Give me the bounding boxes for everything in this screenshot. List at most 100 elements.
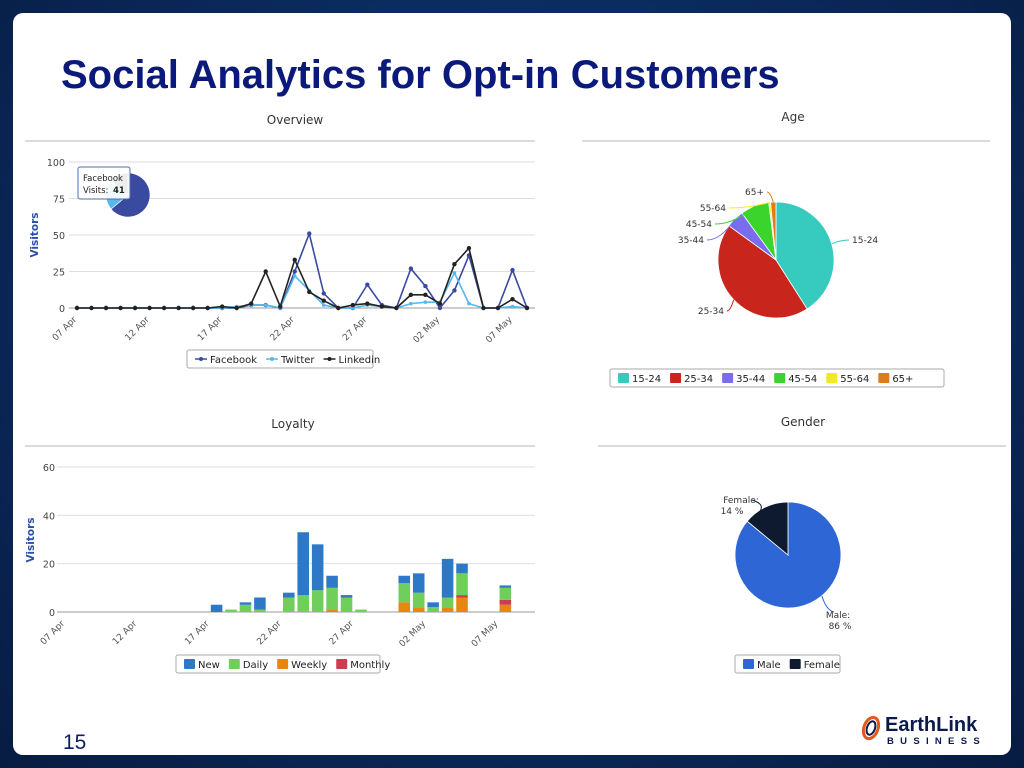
gender-female-connector (751, 499, 762, 512)
overview-point-facebook (365, 282, 370, 287)
overview-point-twitter (292, 274, 297, 278)
loyalty-bar-daily (239, 604, 252, 612)
age-legend-label: 25-34 (684, 374, 713, 385)
loyalty-bar-daily (398, 583, 411, 603)
overview-point-linkedin (408, 292, 414, 298)
overview-x-tick-label: 22 Apr (269, 315, 297, 343)
loyalty-bar-new (398, 575, 411, 583)
overview-point-facebook (408, 266, 414, 271)
overview-point-facebook (307, 231, 312, 236)
gender-legend-box (734, 654, 841, 674)
gender-female-pct: 14 % (721, 507, 744, 517)
overview-legend-marker (327, 357, 332, 361)
overview-point-facebook (452, 288, 457, 293)
overview-point-linkedin (74, 305, 80, 311)
slide-title: Social Analytics for Opt-in Customers (61, 53, 780, 97)
charts-canvas: Overview 0 25 50 75 100 Visitors 07 Apr 12 Apr 17… (25, 110, 1006, 674)
loyalty-x-tick-label: 17 Apr (183, 619, 211, 647)
age-legend-swatch (774, 373, 786, 383)
overview-tooltip-label: Visits: (83, 186, 108, 196)
loyalty-y-tick-label: 40 (43, 511, 55, 522)
slide: Overview 0 25 50 75 100 Visitors 07 Apr 12 Apr 17… (13, 13, 1011, 755)
loyalty-legend-label: Weekly (291, 660, 327, 671)
loyalty-x-tick-label: 22 Apr (255, 619, 283, 647)
loyalty-bar-monthly (456, 595, 468, 598)
gender-male-connector (821, 595, 835, 613)
overview-point-twitter (263, 303, 268, 307)
loyalty-bar-daily (427, 607, 439, 612)
overview-y-tick-label: 100 (47, 158, 65, 169)
loyalty-bar-weekly (412, 607, 425, 612)
overview-point-linkedin (379, 304, 385, 309)
loyalty-bar-daily (441, 597, 454, 608)
loyalty-bar-weekly (499, 604, 512, 612)
overview-series-line-facebook (77, 230, 528, 310)
age-slice-connector (706, 218, 736, 241)
loyalty-legend-label: Monthly (350, 660, 390, 671)
loyalty-bar-daily (326, 587, 338, 610)
loyalty-bar-daily (254, 609, 266, 612)
overview-point-twitter (423, 300, 428, 304)
overview-point-linkedin (161, 305, 167, 311)
overview-title: Overview (267, 113, 324, 127)
gender-pie-slice (746, 501, 789, 556)
overview-point-linkedin (466, 245, 472, 251)
slide-number: 15 (63, 731, 87, 754)
overview-point-twitter (321, 303, 326, 307)
overview-legend-marker (270, 357, 274, 361)
loyalty-legend-label: New (198, 660, 220, 671)
overview-point-linkedin (234, 305, 239, 311)
overview-legend-label: Facebook (210, 355, 257, 366)
overview-point-twitter (351, 306, 355, 310)
overview-x-tick-label: 02 May (412, 315, 443, 346)
overview-point-linkedin (176, 305, 181, 311)
overview-point-linkedin (147, 305, 152, 311)
loyalty-bar-monthly (499, 599, 512, 605)
logo-name: EarthLink (885, 714, 978, 736)
age-slice-label: 55-64 (700, 204, 726, 214)
earthlink-swirl-icon (861, 715, 881, 741)
loyalty-bar-new (254, 597, 266, 610)
age-slice-label: 65+ (745, 188, 764, 198)
overview-tooltip-series: Facebook (83, 174, 123, 184)
gender-title: Gender (781, 415, 825, 429)
overview-point-linkedin (524, 305, 530, 311)
overview-point-facebook (510, 267, 515, 273)
loyalty-bar-new (499, 585, 512, 588)
overview-point-linkedin (205, 305, 210, 311)
age-slice-connector (766, 191, 774, 203)
age-legend-label: 35-44 (736, 374, 765, 385)
overview-point-linkedin (248, 301, 254, 306)
loyalty-bar-weekly (398, 602, 411, 612)
loyalty-bar-new (283, 592, 295, 598)
logo-subtitle: BUSINESS (887, 736, 986, 747)
overview-inset-pie-slice (110, 172, 151, 218)
loyalty-bar-daily (355, 609, 367, 612)
age-legend-label: 45-54 (788, 374, 817, 385)
age-legend-swatch (826, 373, 838, 383)
loyalty-bar-new (412, 573, 425, 593)
overview-point-linkedin (219, 304, 225, 309)
loyalty-title: Loyalty (271, 417, 314, 431)
overview-point-linkedin (394, 305, 399, 311)
overview-legend-box (186, 349, 374, 369)
loyalty-bar-new (456, 563, 468, 574)
age-slice-connector (728, 201, 770, 209)
loyalty-bar-daily (412, 592, 425, 608)
gender-male-pct: 86 % (829, 622, 852, 632)
overview-x-tick-label: 07 Apr (51, 315, 79, 343)
age-slice-connector (714, 205, 755, 225)
age-slice-connector (726, 299, 735, 312)
loyalty-bar-new (297, 532, 309, 596)
loyalty-bar-weekly (456, 597, 468, 612)
loyalty-bar-daily (225, 609, 237, 612)
loyalty-bar-new (441, 558, 454, 598)
overview-point-linkedin (437, 301, 443, 306)
overview-point-twitter (452, 271, 457, 275)
gender-male-label: Male: (826, 611, 850, 621)
age-legend-label: 65+ (892, 374, 913, 385)
loyalty-bar-new (326, 575, 338, 588)
overview-point-linkedin (452, 262, 457, 267)
loyalty-y-tick-label: 60 (43, 463, 55, 474)
age-legend-label: 15-24 (632, 374, 661, 385)
